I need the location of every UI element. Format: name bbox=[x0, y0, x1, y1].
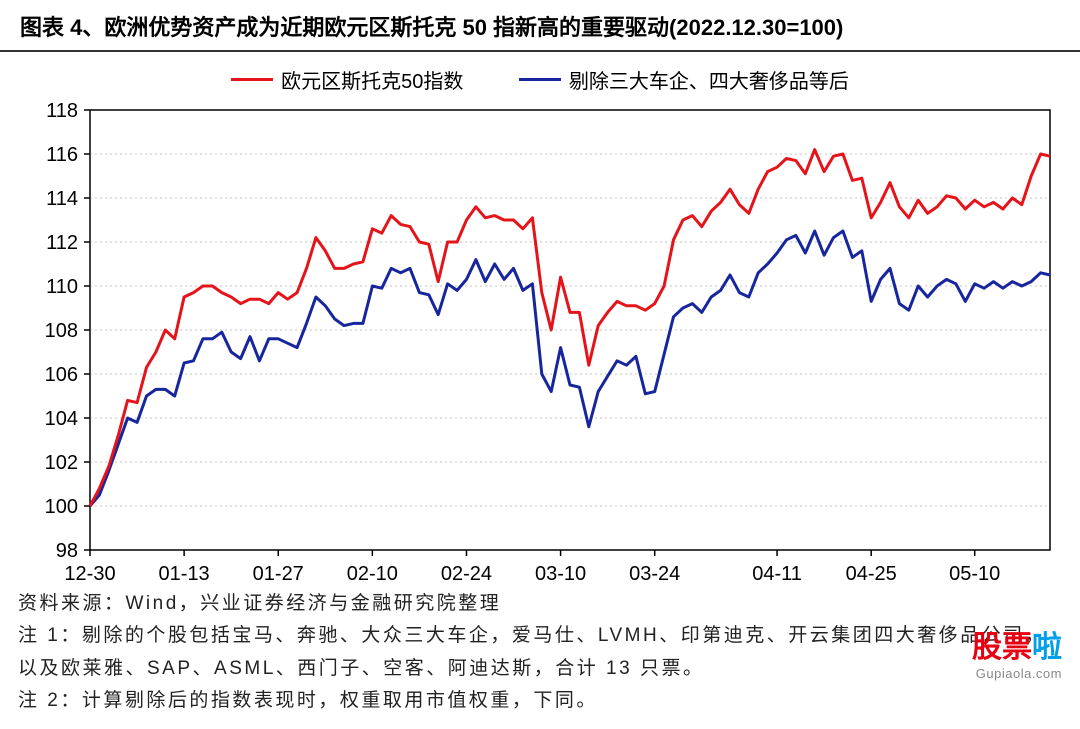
svg-text:03-10: 03-10 bbox=[535, 563, 586, 585]
svg-text:118: 118 bbox=[46, 100, 78, 122]
svg-text:04-11: 04-11 bbox=[752, 563, 802, 585]
legend-swatch-2 bbox=[519, 78, 561, 81]
legend: 欧元区斯托克50指数 剔除三大车企、四大奢侈品等后 bbox=[20, 52, 1060, 100]
chart-title: 图表 4、欧洲优势资产成为近期欧元区斯托克 50 指新高的重要驱动(2022.1… bbox=[0, 0, 1080, 52]
watermark-cn-1: 股票 bbox=[972, 631, 1032, 664]
svg-text:01-27: 01-27 bbox=[253, 563, 304, 585]
svg-text:05-10: 05-10 bbox=[949, 563, 1000, 585]
svg-text:02-10: 02-10 bbox=[347, 563, 398, 585]
svg-text:02-24: 02-24 bbox=[441, 563, 492, 585]
svg-text:01-13: 01-13 bbox=[159, 563, 210, 585]
note-1: 注 1：剔除的个股包括宝马、奔驰、大众三大车企，爱马仕、LVMH、印第迪克、开云… bbox=[18, 620, 1062, 685]
svg-text:100: 100 bbox=[45, 496, 78, 518]
chart-notes: 资料来源：Wind，兴业证券经济与金融研究院整理 注 1：剔除的个股包括宝马、奔… bbox=[0, 582, 1080, 717]
svg-text:114: 114 bbox=[46, 188, 78, 210]
svg-text:03-24: 03-24 bbox=[629, 563, 680, 585]
chart-container: 欧元区斯托克50指数 剔除三大车企、四大奢侈品等后 98 100 102 104 106… bbox=[20, 52, 1060, 582]
note-2: 注 2：计算剔除后的指数表现时，权重取用市值权重，下同。 bbox=[18, 685, 1062, 717]
legend-swatch-1 bbox=[231, 78, 273, 81]
legend-item-1: 欧元区斯托克50指数 bbox=[231, 65, 463, 94]
svg-text:110: 110 bbox=[46, 276, 78, 298]
legend-item-2: 剔除三大车企、四大奢侈品等后 bbox=[519, 65, 849, 94]
watermark: 股票啦 Gupiaola.com bbox=[972, 622, 1062, 681]
legend-label-2: 剔除三大车企、四大奢侈品等后 bbox=[569, 65, 849, 94]
svg-text:116: 116 bbox=[46, 144, 78, 166]
svg-text:102: 102 bbox=[45, 452, 78, 474]
svg-text:12-30: 12-30 bbox=[64, 563, 115, 585]
watermark-en: Gupiaola.com bbox=[972, 666, 1062, 681]
watermark-cn-2: 啦 bbox=[1032, 631, 1062, 664]
svg-text:106: 106 bbox=[45, 364, 78, 386]
line-chart: 98 100 102 104 106 108 110 112 114 116 118 12-30 01-… bbox=[20, 100, 1060, 590]
svg-text:108: 108 bbox=[45, 320, 78, 342]
legend-label-1: 欧元区斯托克50指数 bbox=[281, 65, 463, 94]
svg-text:104: 104 bbox=[45, 408, 78, 430]
svg-text:98: 98 bbox=[56, 540, 78, 562]
source-note: 资料来源：Wind，兴业证券经济与金融研究院整理 bbox=[18, 588, 1062, 620]
svg-text:112: 112 bbox=[46, 232, 78, 254]
svg-text:04-25: 04-25 bbox=[846, 563, 897, 585]
